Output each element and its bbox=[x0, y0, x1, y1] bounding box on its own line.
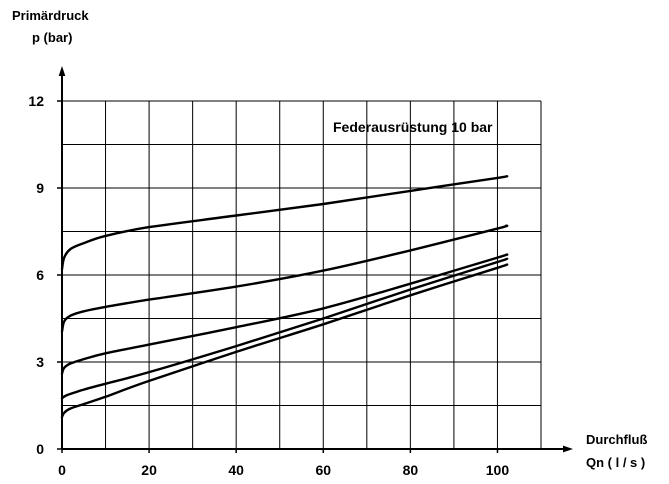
x-tick-label: 100 bbox=[486, 462, 510, 478]
y-tick-label: 0 bbox=[36, 441, 44, 457]
y-tick-label: 9 bbox=[36, 180, 44, 196]
curves bbox=[60, 175, 509, 419]
series-line-2 bbox=[60, 224, 509, 333]
annotation-spring: Federausrüstung 10 bar bbox=[333, 119, 493, 135]
x-axis-title-line2: Qn ( l / s ) bbox=[586, 455, 645, 470]
x-tick-label: 80 bbox=[403, 462, 419, 478]
x-tick-label: 20 bbox=[141, 462, 157, 478]
y-axis-title-line1: Primärdruck bbox=[12, 8, 89, 23]
y-tick-label: 3 bbox=[36, 354, 44, 370]
tick-labels: 0 20 40 60 80 100 0 3 6 9 12 bbox=[28, 93, 509, 478]
x-tick-label: 40 bbox=[228, 462, 244, 478]
y-axis-title-line2: p (bar) bbox=[32, 30, 72, 45]
x-axis-title-line1: Durchfluß bbox=[586, 432, 647, 447]
y-tick-label: 6 bbox=[36, 267, 44, 283]
series-line-5 bbox=[60, 263, 509, 419]
series-line-3 bbox=[60, 253, 509, 375]
series-line-1 bbox=[60, 175, 509, 271]
y-tick-label: 12 bbox=[28, 93, 44, 109]
x-tick-label: 60 bbox=[315, 462, 331, 478]
series-line-4 bbox=[60, 257, 509, 400]
x-tick-label: 0 bbox=[58, 462, 66, 478]
